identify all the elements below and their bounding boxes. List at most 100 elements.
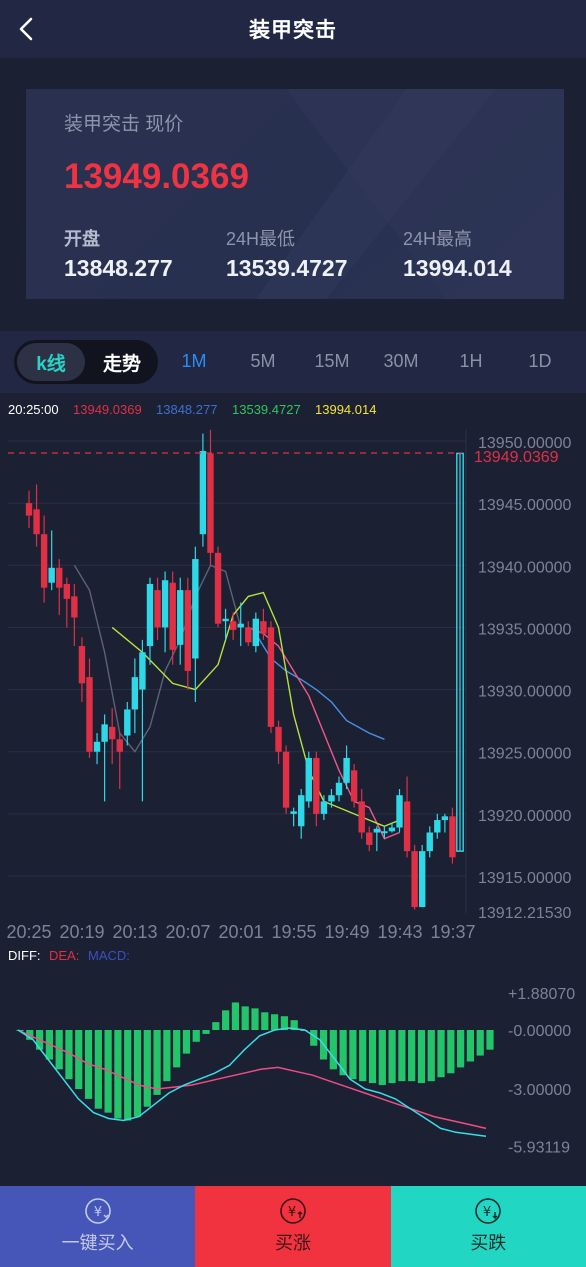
macd-legend-diff: DIFF: [8,948,41,963]
macd-histogram-bar [290,1020,298,1030]
bottom-action-bar: ¥ 一键买入 ¥ 买涨 ¥ 买跌 [0,1186,586,1267]
macd-y-tick-label: -3.00000 [508,1082,571,1099]
current-price-label: 装甲突击 现价 [64,114,184,135]
candle-body [222,618,229,622]
macd-histogram-bar [270,1014,279,1030]
legend-value-2: 13848.277 [156,402,217,417]
candle-body [388,827,396,832]
high-label: 24H最高 [403,229,473,249]
candle-body [275,726,282,752]
y-tick-label: 13925.00000 [478,746,572,763]
candle-body [245,627,252,643]
y-tick-label: 13920.00000 [478,808,572,825]
one-click-buy-button[interactable]: ¥ 一键买入 [0,1186,196,1267]
buy-up-button[interactable]: ¥ 买涨 [195,1186,391,1267]
candle-body [124,709,131,736]
macd-y-tick-label: -5.93119 [508,1140,570,1157]
macd-histogram-bar [280,1016,288,1030]
macd-histogram-bar [349,1030,357,1080]
candle-body [86,677,93,752]
x-tick-label: 20:19 [59,922,104,942]
y-tick-label: 13950.00000 [478,435,572,452]
macd-histogram-bar [241,1006,249,1030]
macd-histogram-bar [163,1030,171,1082]
macd-y-tick-label: +1.88070 [508,986,575,1003]
macd-histogram-bar [466,1030,475,1062]
buy-down-button[interactable]: ¥ 买跌 [390,1186,586,1267]
diff-line [17,1027,487,1137]
candle-body [313,757,320,814]
candle-body [426,832,433,852]
candle-body [441,816,449,821]
period-5m[interactable]: 5M [250,351,276,371]
candle-body [366,832,373,845]
yuan-down-icon: ¥ [475,1198,502,1224]
candle-body [25,503,33,516]
candle-body [93,741,101,752]
low-stat: 24H最低 13539.4727 [226,225,348,282]
candle-body [396,795,403,828]
candle-body [184,590,191,671]
tab-trend[interactable]: 走势 [102,353,141,375]
macd-histogram-bar [427,1030,435,1082]
x-tick-label: 19:49 [324,922,369,942]
low-value: 13539.4727 [226,255,348,281]
macd-histogram-bar [486,1030,494,1050]
period-30m[interactable]: 30M [383,351,419,371]
buy-down-label: 买跌 [470,1233,507,1253]
kline-chart[interactable]: 20:25:00 13949.0369 13848.277 13539.4727… [0,393,586,1186]
chart-tabbar: k线 走势 1M 5M 15M 30M 1H 1D [0,331,586,393]
candle-body [192,559,199,659]
svg-text:¥: ¥ [94,1205,102,1220]
macd-histogram-bar [114,1030,122,1119]
macd-legend-macd: MACD: [88,948,130,963]
candle-body [207,453,214,553]
candle-body [282,751,290,808]
candle-body [33,509,40,535]
candle-body [161,580,169,628]
legend-value-1: 13949.0369 [73,402,142,417]
current-price-tag: 13949.0369 [474,449,559,466]
macd-histogram-bar [310,1030,318,1046]
candle-body [449,816,456,858]
x-tick-label: 20:25 [6,922,51,942]
macd-histogram-bar [222,1010,230,1030]
back-arrow-icon[interactable] [14,14,40,44]
high-stat: 24H最高 13994.014 [403,225,512,282]
x-tick-label: 19:37 [430,922,475,942]
open-value: 13848.277 [64,255,173,281]
macd-histogram-bar [173,1030,181,1068]
macd-histogram-bar [398,1030,406,1082]
candle-body [146,583,154,647]
current-price-line: 13949.0369 [8,449,559,466]
period-1d[interactable]: 1D [528,351,552,371]
macd-histogram-bar [417,1030,426,1084]
candle-body [373,828,381,833]
candle-body [290,811,297,814]
x-tick-label: 20:13 [112,922,157,942]
tab-kline[interactable]: k线 [17,343,85,381]
candle-body [328,795,335,802]
yuan-buy-icon: ¥ [84,1198,111,1224]
candle-body [403,801,411,852]
candle-body [320,801,328,814]
macd-histogram-bar [447,1030,455,1074]
yuan-up-icon: ¥ [280,1198,306,1224]
moving-averages [73,564,400,840]
period-1h[interactable]: 1H [459,351,483,371]
candle-body [229,621,237,630]
candle-body [101,724,108,742]
current-price-value: 13949.0369 [64,157,249,196]
candle-body [177,590,184,645]
period-15m[interactable]: 15M [314,351,350,371]
time-axis: 20:25 20:19 20:13 20:07 20:01 19:55 19:49 19:43… [6,922,475,942]
macd-histogram-bar [359,1030,367,1082]
y-tick-label: 13945.00000 [478,497,572,514]
high-value: 13994.014 [403,255,512,281]
macd-histogram-bar [65,1030,73,1080]
macd-histogram-bar [153,1030,161,1095]
candle-body [139,652,146,690]
candle-body [199,450,207,535]
macd-histogram-bar [202,1030,210,1034]
period-1m[interactable]: 1M [181,351,207,371]
